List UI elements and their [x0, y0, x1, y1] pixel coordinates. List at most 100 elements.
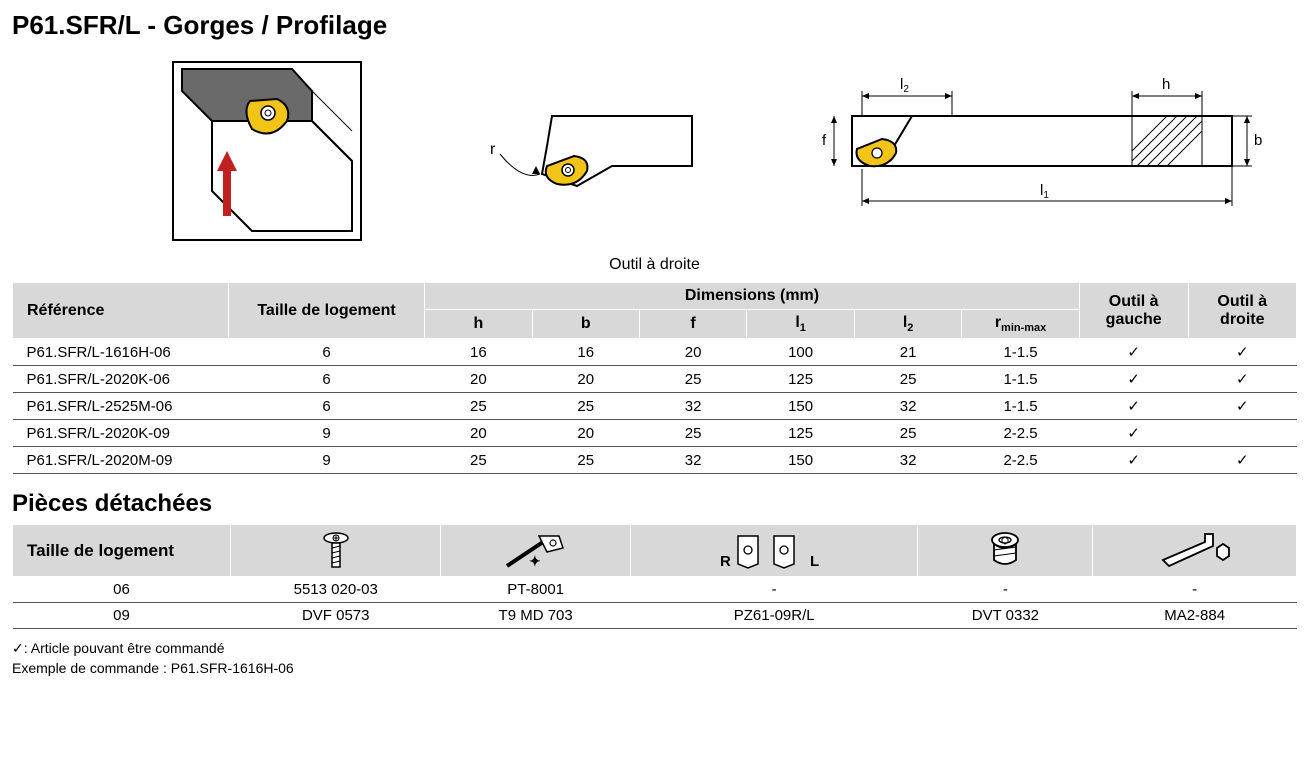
cell-l2: 25: [854, 420, 961, 447]
svg-text:b: b: [1254, 132, 1262, 149]
page-title: P61.SFR/L - Gorges / Profilage: [12, 10, 1297, 41]
cell-r: 2-2.5: [962, 447, 1080, 474]
cell-og: ✓: [1079, 339, 1188, 366]
svg-text:R: R: [720, 553, 731, 570]
table-row: 065513 020-03PT-8001---: [13, 577, 1297, 603]
th-outil-droite: Outil à droite: [1188, 283, 1296, 339]
cell-od: ✓: [1188, 366, 1296, 393]
cell-og: ✓: [1079, 447, 1188, 474]
cell-f: 32: [639, 393, 746, 420]
cell-l2: 25: [854, 366, 961, 393]
table-row: P61.SFR/L-1616H-066161620100211-1.5✓✓: [13, 339, 1297, 366]
th-h: h: [425, 310, 532, 339]
cell-b: 25: [532, 393, 639, 420]
cell-c5: MA2-884: [1093, 603, 1297, 629]
cell-l1: 100: [747, 339, 855, 366]
main-table: Référence Taille de logement Dimensions …: [12, 282, 1297, 474]
th-parts-taille: Taille de logement: [13, 525, 231, 577]
cell-c4: DVT 0332: [918, 603, 1093, 629]
cell-ref: P61.SFR/L-2525M-06: [13, 393, 229, 420]
svg-text:L: L: [810, 553, 819, 570]
footnote: ✓: Article pouvant être commandé Exemple…: [12, 639, 1297, 678]
table-row: P61.SFR/L-2020K-099202025125252-2.5✓: [13, 420, 1297, 447]
cell-ref: P61.SFR/L-2020K-09: [13, 420, 229, 447]
cell-h: 16: [425, 339, 532, 366]
th-outil-gauche: Outil à gauche: [1079, 283, 1188, 339]
cell-od: ✓: [1188, 447, 1296, 474]
cell-b: 20: [532, 420, 639, 447]
th-b: b: [532, 310, 639, 339]
cell-c5: -: [1093, 577, 1297, 603]
svg-text:f: f: [822, 132, 827, 149]
cell-l1: 125: [747, 420, 855, 447]
th-reference: Référence: [13, 283, 229, 339]
cell-r: 1-1.5: [962, 339, 1080, 366]
cell-c4: -: [918, 577, 1093, 603]
bolt-icon: [918, 525, 1093, 577]
cell-l1: 150: [747, 447, 855, 474]
th-dimensions: Dimensions (mm): [425, 283, 1080, 310]
cell-h: 25: [425, 447, 532, 474]
cell-b: 20: [532, 366, 639, 393]
table-row: P61.SFR/L-2020K-066202025125251-1.5✓✓: [13, 366, 1297, 393]
cell-l1: 150: [747, 393, 855, 420]
cell-og: ✓: [1079, 420, 1188, 447]
cell-l1: 125: [747, 366, 855, 393]
cell-c3: -: [630, 577, 918, 603]
driver-icon: ✦: [441, 525, 630, 577]
table-row: 09DVF 0573T9 MD 703PZ61-09R/LDVT 0332MA2…: [13, 603, 1297, 629]
parts-heading: Pièces détachées: [12, 490, 1297, 518]
cell-taille: 9: [228, 447, 424, 474]
cell-taille: 6: [228, 339, 424, 366]
cell-f: 20: [639, 339, 746, 366]
cell-r: 1-1.5: [962, 366, 1080, 393]
label-r: r: [490, 141, 496, 158]
cell-taille: 9: [228, 420, 424, 447]
table-row: P61.SFR/L-2020M-099252532150322-2.5✓✓: [13, 447, 1297, 474]
cell-c2: PT-8001: [441, 577, 630, 603]
svg-text:✦: ✦: [529, 553, 541, 569]
cell-f: 32: [639, 447, 746, 474]
cell-b: 25: [532, 447, 639, 474]
cell-ref: P61.SFR/L-1616H-06: [13, 339, 229, 366]
cell-taille: 6: [228, 366, 424, 393]
cell-taille: 09: [13, 603, 231, 629]
plate-icon: R L: [630, 525, 918, 577]
cell-l2: 32: [854, 393, 961, 420]
cell-og: ✓: [1079, 366, 1188, 393]
footnote-line2: Exemple de commande : P61.SFR-1616H-06: [12, 659, 1297, 679]
cell-ref: P61.SFR/L-2020K-06: [13, 366, 229, 393]
cell-f: 25: [639, 366, 746, 393]
cell-r: 1-1.5: [962, 393, 1080, 420]
parts-table: Taille de logement: [12, 524, 1297, 629]
th-taille: Taille de logement: [228, 283, 424, 339]
cell-f: 25: [639, 420, 746, 447]
cell-l2: 32: [854, 447, 961, 474]
cell-h: 25: [425, 393, 532, 420]
th-l2: l2: [854, 310, 961, 339]
cell-h: 20: [425, 366, 532, 393]
cell-c3: PZ61-09R/L: [630, 603, 918, 629]
hexkey-icon: [1093, 525, 1297, 577]
screw-icon: [231, 525, 441, 577]
cell-c2: T9 MD 703: [441, 603, 630, 629]
table-caption: Outil à droite: [12, 256, 1297, 274]
cell-taille: 06: [13, 577, 231, 603]
cell-ref: P61.SFR/L-2020M-09: [13, 447, 229, 474]
cell-c1: DVF 0573: [231, 603, 441, 629]
diagram-side: r: [482, 96, 702, 211]
diagram-row: r: [12, 61, 1297, 246]
cell-c1: 5513 020-03: [231, 577, 441, 603]
svg-text:l2: l2: [900, 76, 909, 95]
th-r: rmin-max: [962, 310, 1080, 339]
cell-h: 20: [425, 420, 532, 447]
cell-l2: 21: [854, 339, 961, 366]
cell-od: [1188, 420, 1296, 447]
footnote-line1: ✓: Article pouvant être commandé: [12, 639, 1297, 659]
cell-b: 16: [532, 339, 639, 366]
cell-od: ✓: [1188, 339, 1296, 366]
svg-text:l1: l1: [1040, 182, 1049, 201]
svg-text:h: h: [1162, 76, 1170, 93]
diagram-dimensions: l2 h f b l1: [822, 71, 1262, 236]
diagram-iso: [172, 61, 362, 246]
